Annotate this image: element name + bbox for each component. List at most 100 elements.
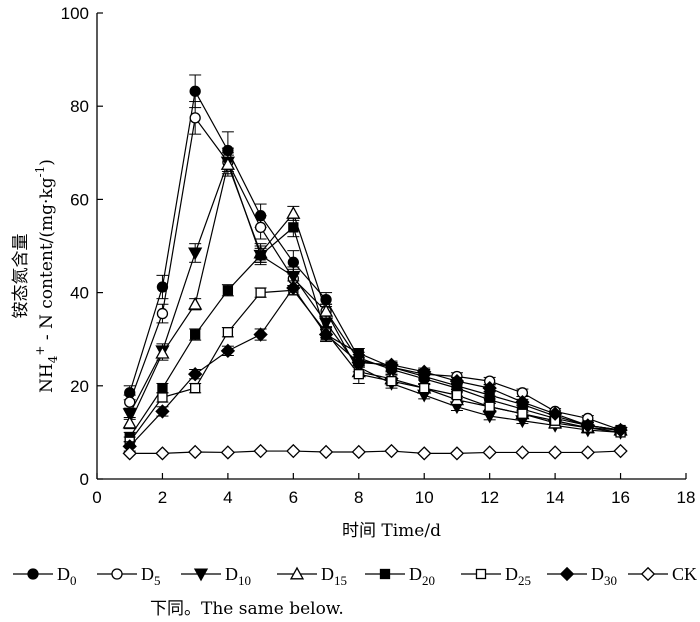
series-line bbox=[129, 450, 621, 454]
data-point bbox=[190, 329, 201, 340]
ylabel-exp: -1 bbox=[33, 166, 47, 178]
legend-item-d25: D25 bbox=[461, 564, 531, 588]
data-point bbox=[384, 443, 399, 459]
legend-marker bbox=[27, 568, 39, 580]
data-point bbox=[155, 404, 170, 419]
legend-marker bbox=[379, 568, 391, 580]
legend-label: D15 bbox=[321, 564, 347, 588]
legend: D0 D5 D10 D15 D20 D25 D30 CK bbox=[13, 564, 697, 588]
legend-marker bbox=[475, 568, 487, 580]
legend-sub: 5 bbox=[154, 573, 161, 588]
legend-sub: 20 bbox=[422, 573, 435, 588]
legend-sub: 10 bbox=[238, 573, 251, 588]
data-point bbox=[547, 445, 563, 460]
data-point bbox=[155, 446, 170, 461]
x-tick-label: 18 bbox=[677, 488, 696, 507]
data-point bbox=[417, 364, 432, 379]
series-line bbox=[129, 162, 621, 431]
figure-note: 下同。The same below. bbox=[150, 599, 344, 619]
x-tick-label: 0 bbox=[92, 488, 101, 507]
data-point bbox=[124, 396, 136, 408]
legend-item-d15: D15 bbox=[277, 564, 347, 588]
legend-item-ck: CK bbox=[628, 564, 697, 584]
data-point bbox=[613, 422, 628, 438]
data-point bbox=[189, 85, 201, 97]
legend-item-d20: D20 bbox=[365, 564, 435, 588]
data-point bbox=[482, 445, 497, 460]
data-point bbox=[155, 345, 170, 359]
legend-marker bbox=[193, 568, 209, 582]
legend-name: D bbox=[225, 564, 238, 584]
legend-label: D10 bbox=[225, 564, 251, 588]
legend-label: CK bbox=[672, 564, 697, 584]
data-point bbox=[351, 355, 366, 370]
legend-sub: 15 bbox=[334, 573, 347, 588]
series-layer bbox=[122, 74, 628, 461]
data-point bbox=[157, 392, 168, 403]
data-point bbox=[220, 445, 236, 460]
data-point bbox=[384, 357, 399, 372]
data-point bbox=[187, 444, 203, 460]
data-point bbox=[451, 389, 463, 401]
data-point bbox=[286, 280, 301, 296]
data-point bbox=[157, 382, 168, 394]
legend-sub: 30 bbox=[604, 573, 617, 588]
data-point bbox=[156, 307, 169, 320]
data-point bbox=[122, 446, 137, 461]
data-point bbox=[318, 327, 334, 342]
ylabel-unit: - N content/(mg·kg bbox=[37, 177, 57, 345]
series-line bbox=[129, 289, 621, 443]
ylabel-close: ) bbox=[37, 159, 57, 166]
data-point bbox=[419, 382, 430, 394]
data-point bbox=[254, 221, 267, 234]
data-point bbox=[253, 443, 268, 459]
y-tick-label: 60 bbox=[70, 190, 89, 209]
data-point bbox=[386, 375, 397, 387]
legend-name: CK bbox=[672, 564, 697, 584]
data-point bbox=[287, 256, 299, 268]
data-point bbox=[220, 157, 235, 170]
data-point bbox=[286, 206, 301, 219]
legend-name: D bbox=[321, 564, 334, 584]
axes: 0 20 40 60 80 100 0 2 4 6 8 10 12 14 16 18 时间 Time/d 铵态氮含… bbox=[11, 4, 695, 541]
data-point bbox=[189, 112, 201, 124]
y-tick-label: 40 bbox=[70, 284, 89, 303]
legend-label: D20 bbox=[409, 564, 435, 588]
x-tick-label: 12 bbox=[480, 488, 499, 507]
data-point bbox=[222, 327, 234, 338]
x-tick-label: 8 bbox=[354, 488, 363, 507]
ylabel-sup: + bbox=[33, 346, 47, 356]
data-point bbox=[255, 287, 266, 298]
series-line bbox=[129, 160, 621, 433]
y-tick-label: 20 bbox=[70, 377, 89, 396]
x-tick-label: 10 bbox=[415, 488, 434, 507]
series-line bbox=[129, 286, 621, 447]
data-point bbox=[580, 418, 596, 433]
data-point bbox=[353, 368, 364, 380]
legend-label: D30 bbox=[591, 564, 617, 588]
legend-name: D bbox=[591, 564, 604, 584]
data-point bbox=[515, 445, 530, 460]
data-point bbox=[220, 343, 236, 359]
legend-name: D bbox=[409, 564, 422, 584]
data-point bbox=[449, 373, 465, 389]
data-point bbox=[318, 444, 334, 460]
series-d10 bbox=[122, 152, 628, 440]
legend-name: D bbox=[57, 564, 70, 584]
y-tick-label: 80 bbox=[70, 97, 89, 116]
legend-name: D bbox=[505, 564, 518, 584]
data-point bbox=[122, 408, 137, 422]
x-tick-label: 2 bbox=[158, 488, 167, 507]
y-axis-title-chinese: 铵态氮含量 bbox=[11, 234, 31, 319]
legend-item-d10: D10 bbox=[181, 564, 251, 588]
data-point bbox=[255, 250, 266, 261]
x-tick-label: 4 bbox=[223, 488, 232, 507]
legend-label: D25 bbox=[505, 564, 531, 588]
legend-marker bbox=[559, 566, 575, 582]
data-point bbox=[482, 380, 497, 396]
data-point bbox=[286, 270, 301, 284]
data-point bbox=[188, 247, 203, 261]
data-point bbox=[351, 444, 366, 460]
